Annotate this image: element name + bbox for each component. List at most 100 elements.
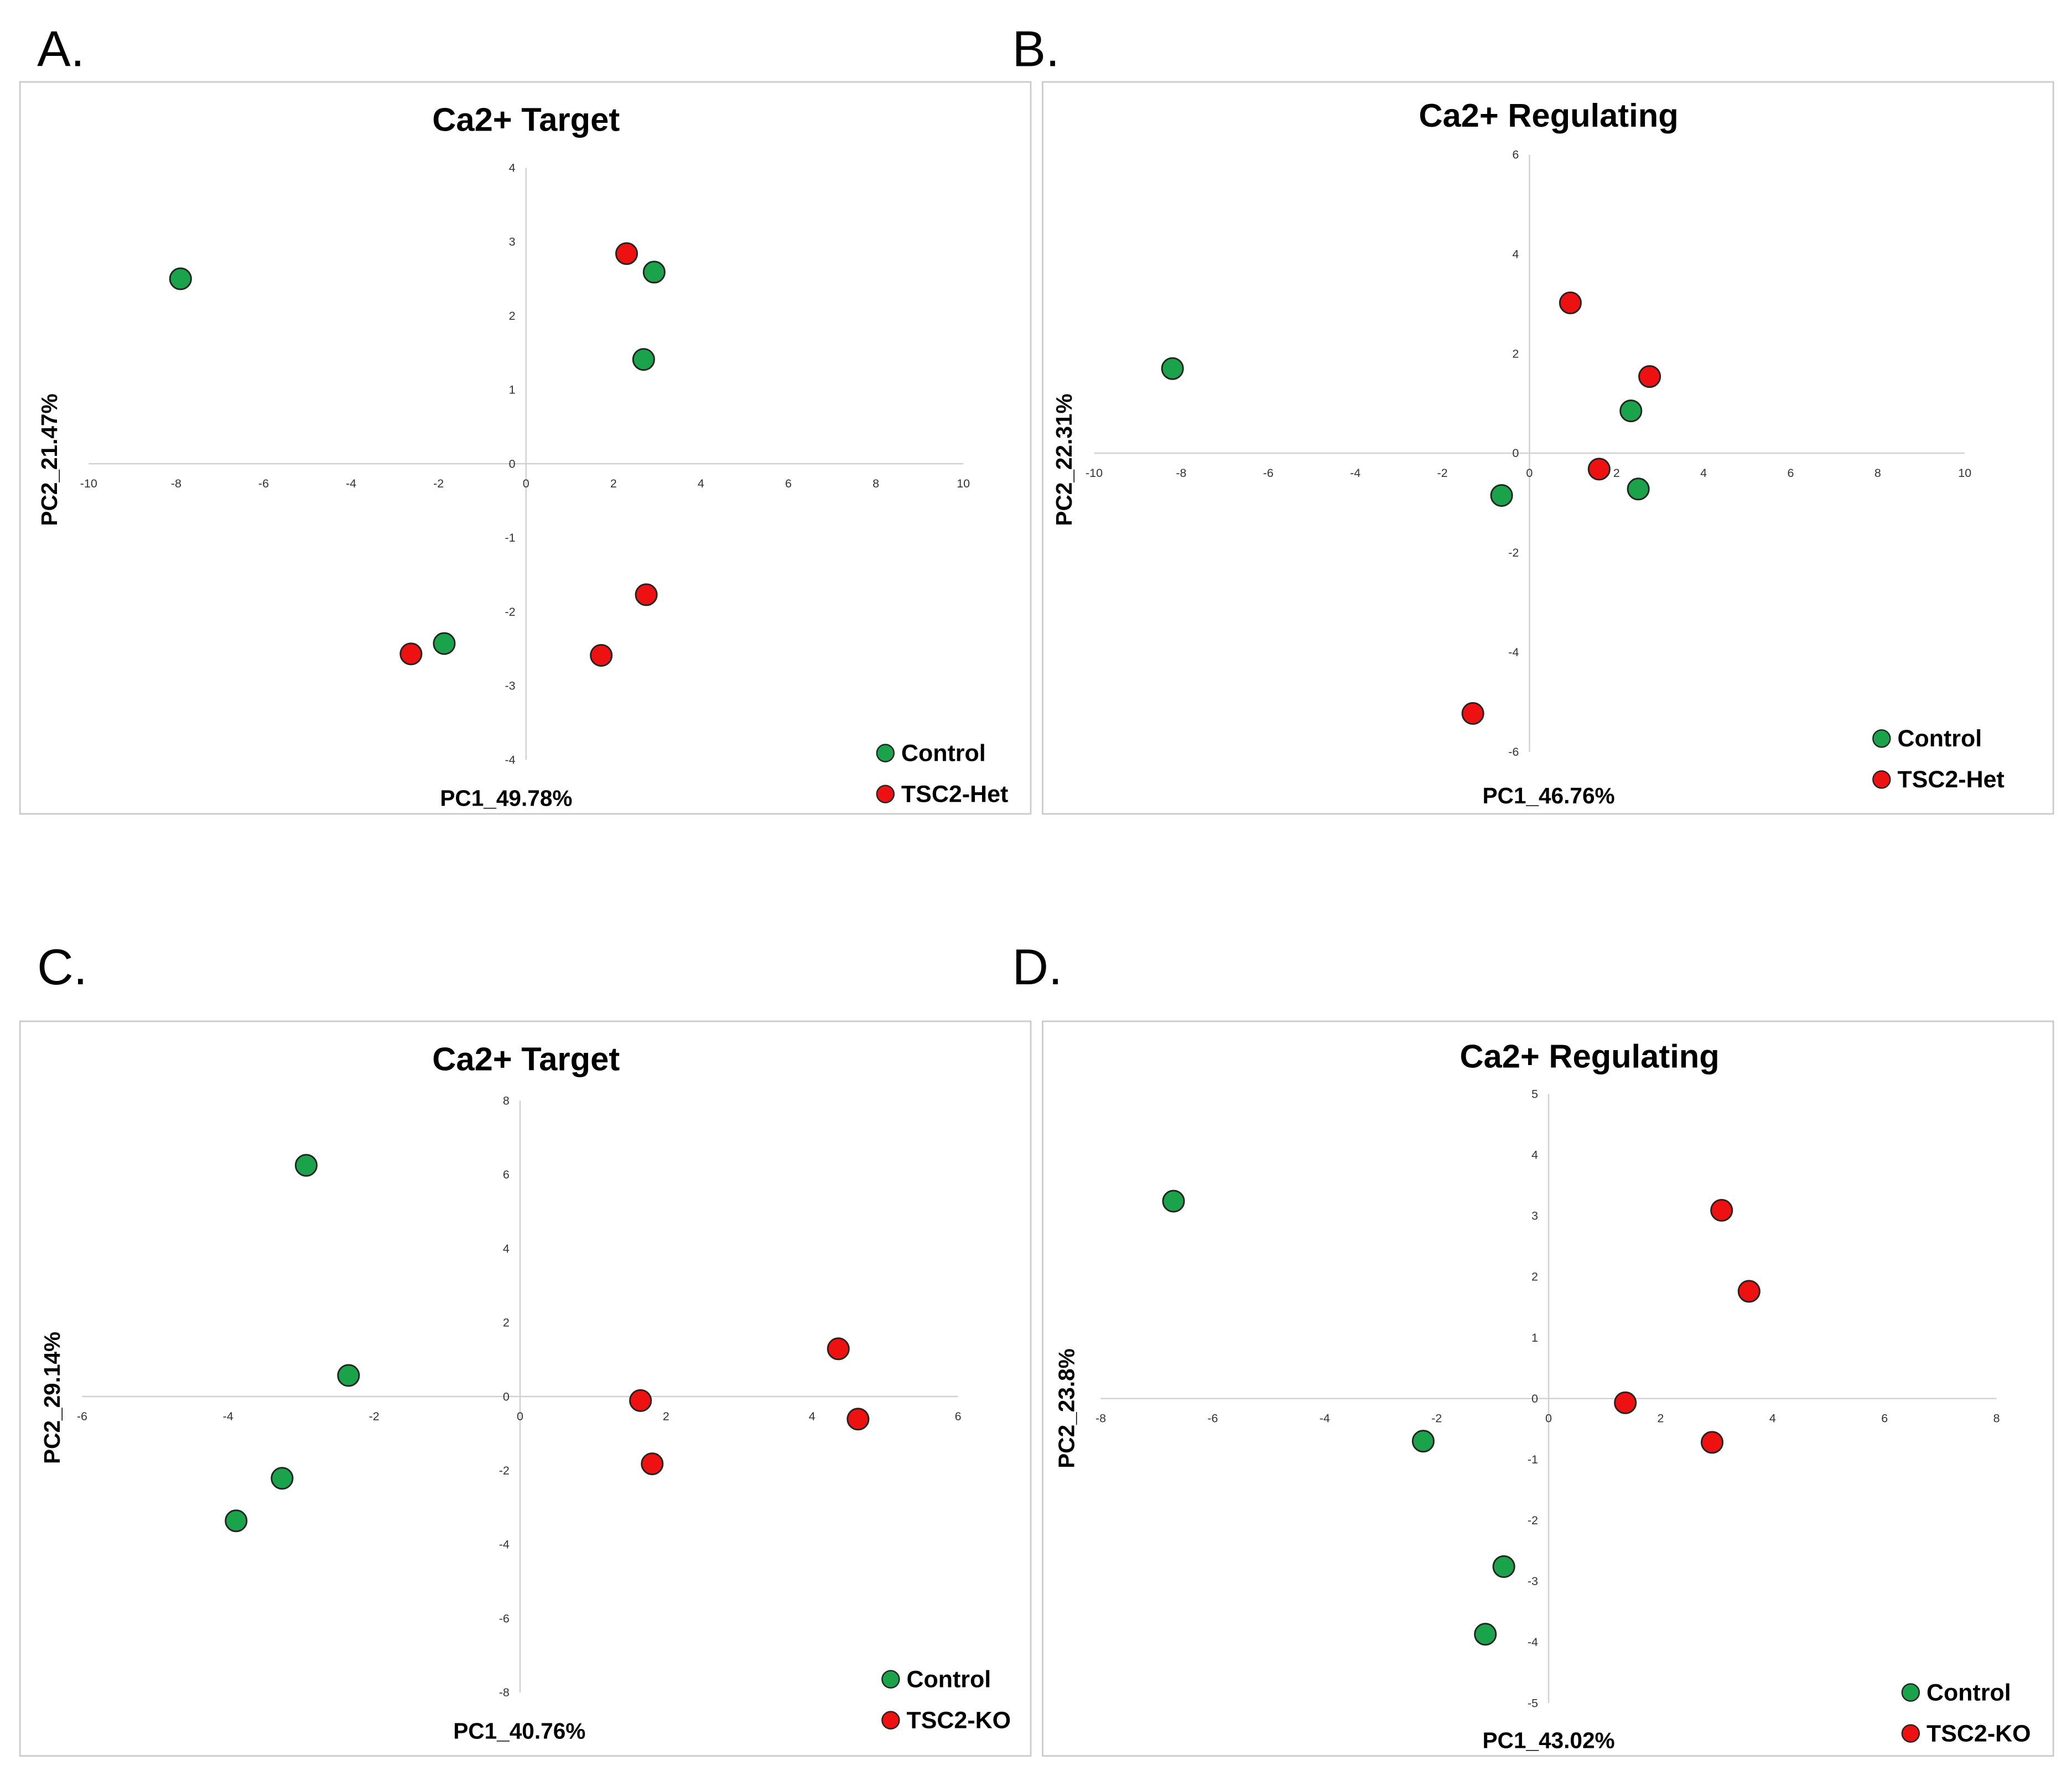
x-tick-label: -4 xyxy=(346,477,356,490)
x-tick-label: -8 xyxy=(171,477,181,490)
panel-d: D. Ca2+ Regulating -8 -6 -4 -2 0 2 4 6 8 -5 -4 -3 -2 -1… xyxy=(1012,939,2054,1757)
point-control xyxy=(225,1509,248,1533)
point-tsc2-het xyxy=(1461,702,1484,725)
x-tick-label: 0 xyxy=(517,1410,523,1423)
y-tick-label: 4 xyxy=(509,161,516,174)
x-tick-label: 0 xyxy=(1526,466,1533,480)
y-tick-label: 6 xyxy=(503,1168,510,1181)
y-axis-label: PC2_22.31% xyxy=(1051,393,1077,526)
x-tick-label: 10 xyxy=(1958,466,1971,480)
point-tsc2-ko xyxy=(1737,1280,1761,1303)
x-tick-label: -8 xyxy=(1095,1412,1106,1425)
y-tick-label: 0 xyxy=(509,457,516,470)
x-tick-label: 6 xyxy=(785,477,792,490)
legend-label-control: Control xyxy=(1926,1679,2011,1706)
legend-label-tsc2-ko: TSC2-KO xyxy=(1926,1720,2031,1747)
point-control xyxy=(1627,477,1650,501)
x-tick-label: 4 xyxy=(1700,466,1707,480)
y-tick-label: -4 xyxy=(505,753,516,766)
x-tick-label: 6 xyxy=(1881,1412,1888,1425)
point-control xyxy=(1490,484,1513,507)
x-tick-label: 6 xyxy=(955,1410,962,1423)
point-tsc2-het xyxy=(1587,458,1611,481)
point-tsc2-het xyxy=(615,242,638,265)
y-tick-label: -4 xyxy=(499,1538,510,1551)
x-tick-label: 8 xyxy=(1993,1412,2000,1425)
x-tick-label: 6 xyxy=(1788,466,1794,480)
y-tick-label: 4 xyxy=(503,1242,510,1255)
point-control xyxy=(294,1154,318,1177)
x-tick-label: -4 xyxy=(223,1410,233,1423)
point-tsc2-ko xyxy=(629,1389,652,1412)
y-tick-label: -4 xyxy=(1528,1635,1538,1649)
x-tick-label: -6 xyxy=(258,477,269,490)
point-tsc2-ko xyxy=(1700,1431,1724,1454)
x-tick-label: -6 xyxy=(1207,1412,1218,1425)
legend-label-tsc2-het: TSC2-Het xyxy=(1897,766,2004,793)
x-tick-label: -2 xyxy=(433,477,444,490)
x-tick-label: -2 xyxy=(1431,1412,1442,1425)
point-tsc2-ko xyxy=(827,1337,850,1361)
point-control xyxy=(433,632,456,655)
x-tick-label: -2 xyxy=(1437,466,1447,480)
legend-marker-control xyxy=(1872,729,1891,748)
y-tick-label: 6 xyxy=(1512,148,1519,162)
point-control xyxy=(632,348,655,371)
chart-title: Ca2+ Regulating xyxy=(1419,97,1678,134)
point-tsc2-ko xyxy=(1710,1198,1733,1222)
panel-letter: D. xyxy=(1012,939,1063,995)
x-axis-label: PC1_49.78% xyxy=(440,786,572,811)
legend-marker-tsc2-ko xyxy=(881,1711,900,1730)
y-tick-label: 0 xyxy=(1531,1392,1538,1405)
x-tick-label: -4 xyxy=(1350,466,1360,480)
y-tick-label: 4 xyxy=(1512,247,1519,261)
y-tick-label: 4 xyxy=(1531,1148,1538,1161)
x-tick-label: 2 xyxy=(1657,1412,1664,1425)
y-tick-label: 8 xyxy=(503,1094,510,1107)
legend-label-control: Control xyxy=(901,740,986,766)
x-tick-label: -8 xyxy=(1176,466,1186,480)
panel-b: B. Ca2+ Regulating -10 -8 -6 -4 -2 0 2 4 6 8 10 -6 -4 -… xyxy=(1012,21,2054,815)
point-control xyxy=(169,267,192,290)
y-tick-label: 2 xyxy=(1512,347,1519,360)
chart-title: Ca2+ Target xyxy=(432,1040,620,1077)
point-tsc2-ko xyxy=(641,1452,664,1476)
y-tick-label: -4 xyxy=(1508,646,1519,659)
x-tick-label: -6 xyxy=(77,1410,87,1423)
point-tsc2-het xyxy=(399,642,423,666)
panel-a: A.Ca2+ Target-10 -8 -6 -4 -2 0 2 4 6 8 10-4-3-2-10… xyxy=(19,21,1032,815)
y-tick-label: -2 xyxy=(499,1464,510,1477)
panel-border xyxy=(19,1020,1032,1757)
point-control xyxy=(642,261,666,284)
x-tick-label: -2 xyxy=(369,1410,380,1423)
x-tick-label: 8 xyxy=(1874,466,1881,480)
y-tick-label: -2 xyxy=(1508,546,1519,559)
x-tick-label: -10 xyxy=(1086,466,1103,480)
y-tick-label: 2 xyxy=(1531,1270,1538,1284)
point-control xyxy=(271,1467,294,1490)
y-tick-label: -3 xyxy=(505,679,516,693)
point-tsc2-het xyxy=(590,643,613,667)
y-tick-label: -2 xyxy=(1528,1514,1538,1527)
panel-letter: C. xyxy=(37,939,87,995)
y-axis-label: PC2_23.8% xyxy=(1054,1348,1079,1468)
x-tick-label: -6 xyxy=(1263,466,1274,480)
y-tick-label: -1 xyxy=(1528,1453,1538,1466)
y-tick-label: 3 xyxy=(1531,1209,1538,1223)
point-control xyxy=(337,1364,360,1387)
legend-marker-control xyxy=(876,744,895,762)
legend-label-control: Control xyxy=(1897,725,1982,752)
panel-c: C. Ca2+ Target -6 -4 -2 0 2 4 6 -8 -6 -4 -2 0 2 4 6 8 PC1_… xyxy=(19,939,1032,1757)
x-tick-label: 8 xyxy=(873,477,879,490)
point-tsc2-het xyxy=(1559,291,1582,314)
x-tick-label: 2 xyxy=(663,1410,669,1423)
legend-label-control: Control xyxy=(906,1666,991,1692)
point-control xyxy=(1161,357,1184,380)
chart-title: Ca2+ Target xyxy=(432,101,620,138)
y-tick-label: 3 xyxy=(509,235,516,248)
y-tick-label: -2 xyxy=(505,605,516,619)
legend-marker-control xyxy=(1901,1683,1920,1702)
y-axis-label: PC2_21.47% xyxy=(37,393,62,526)
y-tick-label: -6 xyxy=(499,1612,510,1625)
x-tick-label: -4 xyxy=(1320,1412,1330,1425)
